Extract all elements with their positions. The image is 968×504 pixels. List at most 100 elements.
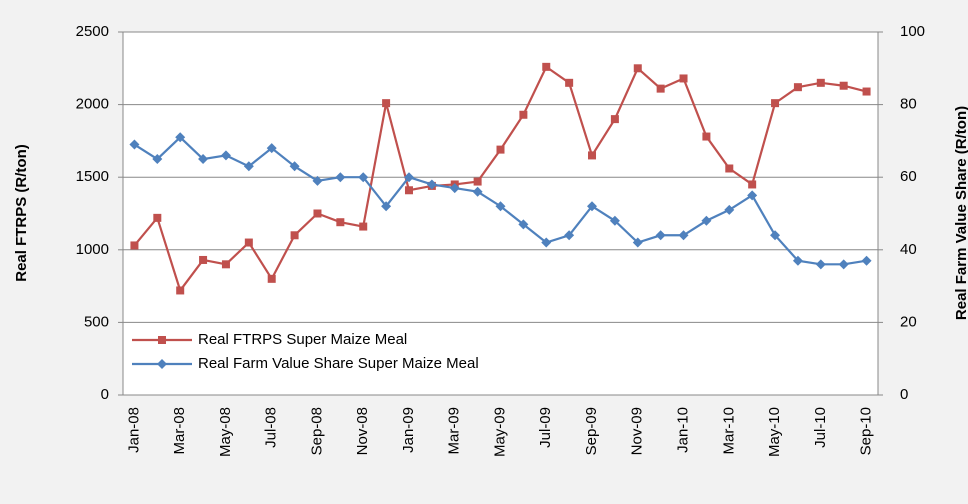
point (632, 237, 643, 248)
point (267, 274, 276, 283)
point (449, 183, 460, 194)
point (838, 259, 849, 270)
point (541, 237, 552, 248)
x-tick-label: May-10 (766, 407, 783, 457)
x-tick-label: Nov-09 (629, 407, 646, 455)
y-tick-label: 1500 (76, 168, 109, 185)
point (266, 143, 277, 154)
legend-label: Real FTRPS Super Maize Meal (198, 331, 407, 348)
point (472, 186, 483, 197)
point (771, 99, 780, 108)
legend-marker (158, 336, 166, 344)
point (175, 132, 186, 143)
y-tick-label: 1000 (76, 241, 109, 258)
x-tick-label: Jul-09 (537, 407, 554, 448)
point (702, 132, 711, 141)
y2-axis-title: Real Farm Value Share (R/ton) (953, 106, 968, 320)
plot-area (122, 31, 879, 396)
x-tick-label: Sep-10 (858, 407, 875, 455)
point (382, 99, 391, 108)
point (588, 151, 597, 160)
y2-tick-label: 80 (900, 96, 917, 113)
point (839, 81, 848, 90)
point (199, 255, 208, 264)
point (404, 186, 413, 195)
x-tick-label: Mar-09 (446, 407, 463, 455)
point (793, 83, 802, 92)
point (747, 190, 758, 201)
x-tick-label: Jul-10 (812, 407, 829, 448)
y2-tick-label: 60 (900, 168, 917, 185)
point (473, 177, 482, 186)
x-tick-label: Nov-08 (354, 407, 371, 455)
point (244, 238, 253, 247)
y-tick-label: 0 (101, 386, 109, 403)
point (542, 62, 551, 71)
x-tick-label: May-09 (491, 407, 508, 457)
y2-tick-label: 40 (900, 241, 917, 258)
point (221, 260, 230, 269)
point (313, 209, 322, 218)
point (564, 230, 575, 241)
point (609, 215, 620, 226)
point (153, 213, 162, 222)
point (770, 230, 781, 241)
point (679, 74, 688, 83)
x-tick-label: Sep-09 (583, 407, 600, 455)
point (152, 154, 163, 165)
point (312, 175, 323, 186)
y-axis-title: Real FTRPS (R/ton) (13, 144, 30, 282)
point (656, 84, 665, 93)
point (358, 172, 369, 183)
x-tick-label: Jul-08 (263, 407, 280, 448)
point (359, 222, 368, 231)
y-tick-label: 2000 (76, 96, 109, 113)
y2-tick-label: 100 (900, 23, 925, 40)
point (518, 219, 529, 230)
point (290, 231, 299, 240)
point (243, 161, 254, 172)
x-tick-label: May-08 (217, 407, 234, 457)
point (748, 180, 757, 189)
x-tick-label: Jan-08 (125, 407, 142, 453)
x-tick-label: Mar-10 (720, 407, 737, 455)
x-tick-label: Jan-10 (674, 407, 691, 453)
point (220, 150, 231, 161)
point (701, 215, 712, 226)
point (815, 259, 826, 270)
y2-tick-label: 20 (900, 313, 917, 330)
point (610, 115, 619, 124)
point (129, 139, 140, 150)
point (816, 78, 825, 87)
point (678, 230, 689, 241)
point (403, 172, 414, 183)
point (861, 255, 872, 266)
point (381, 201, 392, 212)
point (565, 78, 574, 87)
point (336, 218, 345, 227)
point (724, 204, 735, 215)
y-tick-label: 2500 (76, 23, 109, 40)
point (725, 164, 734, 173)
point (198, 154, 209, 165)
point (130, 241, 139, 250)
point (176, 286, 185, 295)
x-tick-label: Sep-08 (308, 407, 325, 455)
y-tick-label: 500 (84, 313, 109, 330)
x-tick-label: Jan-09 (400, 407, 417, 453)
legend-marker (157, 359, 167, 369)
point (496, 145, 505, 154)
y2-tick-label: 0 (900, 386, 908, 403)
point (495, 201, 506, 212)
legend-label: Real Farm Value Share Super Maize Meal (198, 355, 479, 372)
point (655, 230, 666, 241)
x-tick-label: Mar-08 (171, 407, 188, 455)
point (426, 179, 437, 190)
point (289, 161, 300, 172)
point (587, 201, 598, 212)
point (792, 255, 803, 266)
point (862, 87, 871, 96)
point (633, 64, 642, 73)
